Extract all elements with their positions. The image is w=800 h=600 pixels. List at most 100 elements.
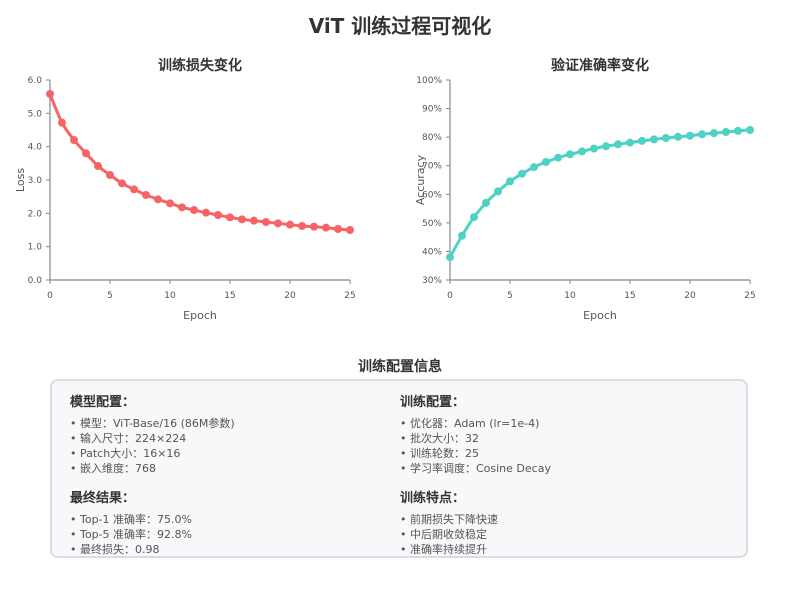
- data-point: [650, 135, 658, 144]
- data-point: [226, 213, 234, 222]
- y-tick-label: 40%: [422, 247, 442, 257]
- y-tick-label: 4.0: [28, 143, 43, 153]
- config-panel: 模型配置： • 模型：ViT-Base/16 (86M参数) • 输入尺寸：22…: [50, 379, 748, 558]
- data-point: [178, 203, 186, 212]
- results-section: 最终结果： • Top-1 准确率：75.0% • Top-5 准确率：92.8…: [70, 487, 192, 557]
- page-title: ViT 训练过程可视化: [308, 14, 492, 38]
- results-heading: 最终结果：: [70, 491, 136, 506]
- data-point: [482, 198, 490, 207]
- training-config-item: • 优化器：Adam (lr=1e-4): [400, 417, 540, 430]
- data-point: [494, 187, 502, 196]
- data-point: [166, 199, 174, 208]
- data-point: [578, 147, 586, 156]
- data-point: [638, 136, 646, 145]
- data-point: [710, 129, 718, 138]
- y-tick-label: 6.0: [28, 76, 43, 86]
- data-point: [106, 171, 114, 179]
- data-point: [250, 216, 258, 225]
- data-point: [70, 136, 78, 144]
- model-config-item: • Patch大小：16×16: [70, 447, 181, 460]
- y-tick-label: 1.0: [28, 243, 43, 253]
- y-tick-label: 5.0: [28, 109, 43, 119]
- data-point: [518, 169, 526, 178]
- x-tick-label: 10: [564, 291, 576, 301]
- data-point: [310, 222, 318, 231]
- data-point: [698, 130, 706, 139]
- x-tick-label: 15: [624, 291, 635, 301]
- x-tick-label: 0: [447, 291, 453, 301]
- data-point: [470, 213, 478, 222]
- model-config-item: • 模型：ViT-Base/16 (86M参数): [70, 417, 235, 430]
- y-tick-label: 2.0: [28, 209, 43, 219]
- x-tick-label: 20: [284, 291, 296, 301]
- data-point: [446, 253, 454, 262]
- data-point: [94, 162, 102, 170]
- x-tick-label: 0: [47, 291, 53, 301]
- model-config-heading: 模型配置：: [70, 395, 136, 410]
- features-item: • 中后期收敛稳定: [400, 528, 487, 541]
- features-section: 训练特点： • 前期损失下降快速 • 中后期收敛稳定 • 准确率持续提升: [400, 487, 498, 557]
- data-point: [674, 132, 682, 141]
- data-point: [82, 149, 90, 158]
- chart-title: 验证准确率变化: [551, 57, 649, 74]
- data-point: [602, 142, 610, 151]
- y-tick-label: 80%: [422, 133, 442, 143]
- x-tick-label: 25: [744, 291, 755, 301]
- config-title: 训练配置信息: [358, 359, 442, 375]
- data-point: [202, 208, 210, 217]
- data-point: [590, 144, 598, 153]
- data-point: [458, 231, 466, 240]
- data-point: [322, 223, 330, 232]
- x-tick-label: 5: [507, 291, 513, 301]
- data-point: [566, 150, 574, 159]
- data-point: [238, 215, 246, 224]
- data-point: [746, 126, 754, 134]
- features-item: • 准确率持续提升: [400, 543, 487, 556]
- training-config-section: 训练配置： • 优化器：Adam (lr=1e-4) • 批次大小：32 • 训…: [400, 391, 551, 476]
- accuracy-chart: 验证准确率变化 0 5 10 15 20 25 30% 40% 50% 60% 70% 80% 90% 10…: [414, 57, 756, 322]
- data-point: [530, 163, 538, 172]
- data-point: [142, 191, 150, 199]
- data-point: [286, 220, 294, 229]
- x-tick-label: 10: [164, 291, 176, 301]
- data-point: [542, 158, 550, 166]
- y-tick-label: 90%: [422, 105, 442, 115]
- data-point: [722, 128, 730, 136]
- data-point: [614, 140, 622, 149]
- data-point: [190, 206, 198, 214]
- data-point: [334, 225, 342, 233]
- results-item: • Top-5 准确率：92.8%: [70, 528, 192, 541]
- data-point: [154, 195, 162, 204]
- data-point: [346, 226, 354, 234]
- features-heading: 训练特点：: [400, 491, 466, 506]
- data-point: [686, 131, 694, 140]
- data-point: [262, 218, 270, 226]
- data-point: [130, 185, 138, 194]
- x-tick-label: 15: [224, 291, 235, 301]
- x-axis-label: Epoch: [583, 309, 617, 322]
- results-item: • Top-1 准确率：75.0%: [70, 513, 192, 526]
- model-config-item: • 输入尺寸：224×224: [70, 432, 187, 445]
- data-point: [662, 134, 670, 142]
- series-line: [48, 92, 352, 232]
- y-tick-label: 0.0: [28, 276, 43, 286]
- y-tick-label: 50%: [422, 219, 442, 229]
- x-tick-label: 25: [344, 291, 355, 301]
- y-tick-label: 70%: [422, 162, 442, 172]
- y-tick-label: 60%: [422, 190, 442, 200]
- x-tick-label: 20: [684, 291, 696, 301]
- training-config-item: • 批次大小：32: [400, 432, 479, 445]
- model-config-section: 模型配置： • 模型：ViT-Base/16 (86M参数) • 输入尺寸：22…: [70, 391, 235, 476]
- data-point: [274, 219, 282, 228]
- y-axis-label: Accuracy: [414, 154, 427, 205]
- data-point: [626, 138, 634, 147]
- y-tick-label: 100%: [416, 76, 442, 86]
- x-axis-label: Epoch: [183, 309, 217, 322]
- model-config-item: • 嵌入维度：768: [70, 462, 156, 475]
- training-config-item: • 学习率调度：Cosine Decay: [400, 462, 551, 475]
- y-tick-label: 3.0: [28, 176, 43, 186]
- training-config-heading: 训练配置：: [400, 395, 466, 410]
- loss-chart: 训练损失变化 0 5 10 15 20 25 0.0 1.0 2.0 3.0 4.0 5.0 6.0 Epo…: [14, 57, 356, 322]
- data-point: [46, 90, 54, 98]
- results-item: • 最终损失：0.98: [70, 543, 160, 556]
